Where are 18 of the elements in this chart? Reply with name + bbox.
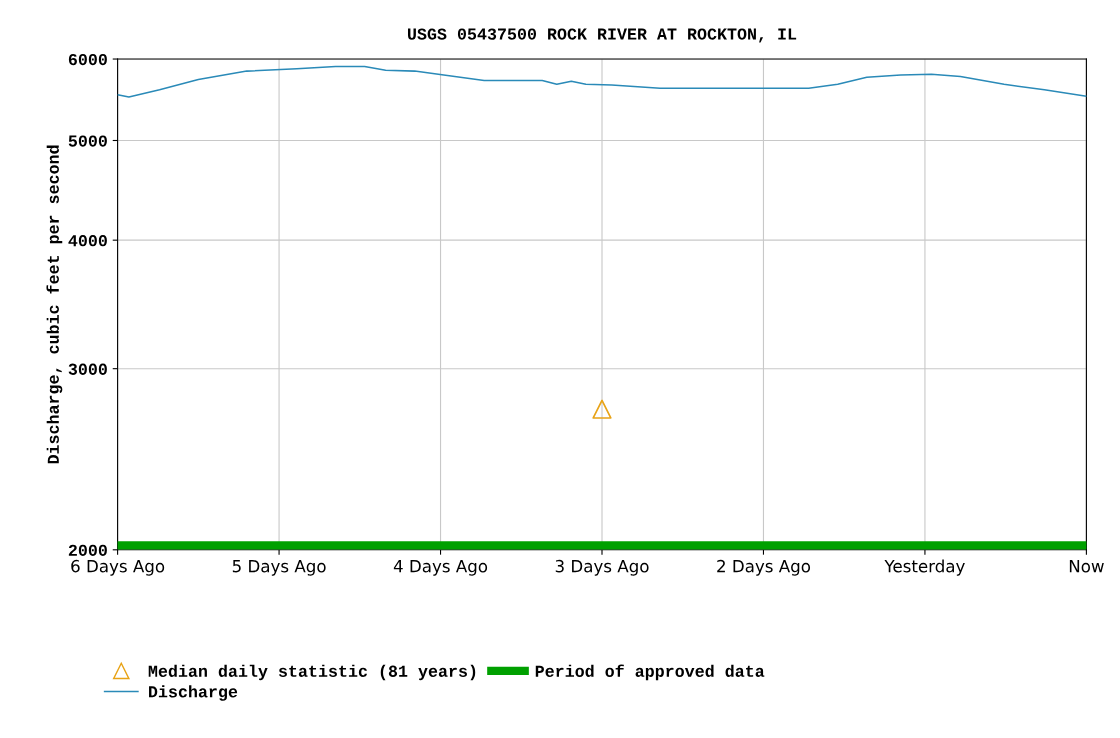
x-tick-label: 2 Days Ago <box>717 559 811 576</box>
legend-label: Period of approved data <box>535 664 765 681</box>
legend-label: Discharge <box>149 685 238 701</box>
y-axis-title: Discharge, cubic feet per second <box>46 145 63 464</box>
x-tick-label: 3 Days Ago <box>555 559 649 576</box>
y-tick-label: 4000 <box>68 235 107 247</box>
y-tick-label: 2000 <box>68 544 107 557</box>
x-tick-label: 6 Days Ago <box>71 559 165 576</box>
y-tick-label: 6000 <box>68 53 107 66</box>
line-series <box>116 65 1088 98</box>
chart-title: USGS 05437500 ROCK RIVER AT ROCKTON, IL <box>408 28 797 43</box>
x-tick-label: 5 Days Ago <box>232 560 326 576</box>
x-tick-label: 4 Days Ago <box>393 560 488 576</box>
y-tick-label: 5000 <box>68 135 107 147</box>
legend-label: Median daily statistic (81 years) <box>148 664 476 681</box>
x-tick-label: Yesterday <box>884 559 965 576</box>
y-tick-label: 3000 <box>68 363 107 375</box>
x-tick-label: Now <box>1069 560 1104 573</box>
